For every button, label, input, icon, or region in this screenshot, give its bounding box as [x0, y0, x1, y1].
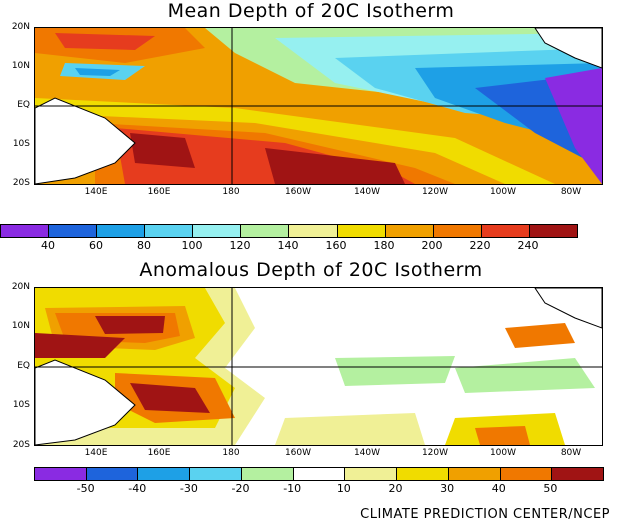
mean-depth-map: [35, 28, 602, 184]
map1-title: Mean Depth of 20C Isotherm: [167, 0, 455, 22]
map2-lon-label: 160W: [284, 448, 312, 458]
map2-colorbar: [34, 467, 604, 481]
colorbar-label: -50: [76, 482, 95, 495]
map1-lat-label: EQ: [17, 100, 30, 110]
map2-lon-label: 120W: [421, 448, 449, 458]
map1-lon-label: 140E: [84, 187, 108, 197]
colorbar-swatch: [481, 225, 530, 237]
colorbar-label: 220: [469, 239, 491, 252]
map1-colorbar: [0, 224, 578, 238]
colorbar-label: 10: [336, 482, 351, 495]
map1-lat-label: 10S: [12, 139, 30, 149]
credit-text: CLIMATE PREDICTION CENTER/NCEP: [360, 507, 610, 522]
map2-lon-label: 140E: [84, 448, 108, 458]
colorbar-swatch: [293, 468, 346, 480]
map1-lon-label: 180: [222, 187, 240, 197]
colorbar-label: -20: [231, 482, 250, 495]
map1-lat-label: 20N: [11, 22, 30, 32]
map2-lon-label: 100W: [489, 448, 517, 458]
map2-lon-label: 180: [222, 448, 240, 458]
colorbar-swatch: [397, 468, 449, 480]
map1-lat-label: 20S: [12, 178, 30, 188]
colorbar-label: 160: [325, 239, 347, 252]
colorbar-swatch: [337, 225, 386, 237]
map2-lon-label: 140W: [353, 448, 381, 458]
colorbar-label: 40: [491, 482, 506, 495]
colorbar-swatch: [345, 468, 398, 480]
map2-lon-label: 160E: [147, 448, 171, 458]
map1-lon-label: 100W: [489, 187, 517, 197]
map1-lon-label: 120W: [421, 187, 449, 197]
map2-lat-label: 10N: [11, 321, 30, 331]
colorbar-swatch: [86, 468, 139, 480]
map2-panel: [34, 287, 603, 446]
colorbar-swatch: [433, 225, 482, 237]
colorbar-label: 30: [440, 482, 455, 495]
colorbar-label: -30: [179, 482, 198, 495]
colorbar-swatch: [552, 468, 604, 480]
map1-lat-label: 10N: [11, 61, 30, 71]
colorbar-label: 50: [543, 482, 558, 495]
map2-lat-label: 20S: [12, 440, 30, 450]
map1-panel: [34, 27, 603, 185]
colorbar-swatch: [49, 225, 98, 237]
colorbar-label: 140: [277, 239, 299, 252]
colorbar-swatch: [35, 468, 87, 480]
map2-title: Anomalous Depth of 20C Isotherm: [139, 259, 483, 281]
colorbar-swatch: [241, 468, 294, 480]
colorbar-swatch: [97, 225, 146, 237]
colorbar-swatch: [500, 468, 553, 480]
colorbar-swatch: [241, 225, 290, 237]
colorbar-swatch: [385, 225, 434, 237]
map1-lon-label: 140W: [353, 187, 381, 197]
colorbar-label: 180: [373, 239, 395, 252]
colorbar-label: 200: [421, 239, 443, 252]
colorbar-swatch: [289, 225, 338, 237]
colorbar-swatch: [193, 225, 242, 237]
map2-lat-label: 10S: [12, 400, 30, 410]
map2-lat-label: 20N: [11, 282, 30, 292]
map2-lon-label: 80W: [560, 448, 582, 458]
map1-lon-label: 80W: [560, 187, 582, 197]
colorbar-label: -40: [128, 482, 147, 495]
colorbar-swatch: [145, 225, 194, 237]
colorbar-label: 60: [89, 239, 103, 252]
colorbar-swatch: [529, 225, 577, 237]
map1-lon-label: 160E: [147, 187, 171, 197]
colorbar-label: 80: [137, 239, 151, 252]
map1-lon-label: 160W: [284, 187, 312, 197]
colorbar-label: -10: [283, 482, 302, 495]
colorbar-label: 100: [181, 239, 203, 252]
colorbar-label: 40: [41, 239, 55, 252]
colorbar-swatch: [190, 468, 242, 480]
colorbar-label: 120: [229, 239, 251, 252]
colorbar-swatch: [1, 225, 50, 237]
anomaly-depth-map: [35, 288, 602, 445]
colorbar-swatch: [448, 468, 501, 480]
colorbar-swatch: [138, 468, 191, 480]
colorbar-label: 20: [388, 482, 403, 495]
map2-lat-label: EQ: [17, 361, 30, 371]
colorbar-label: 240: [517, 239, 539, 252]
